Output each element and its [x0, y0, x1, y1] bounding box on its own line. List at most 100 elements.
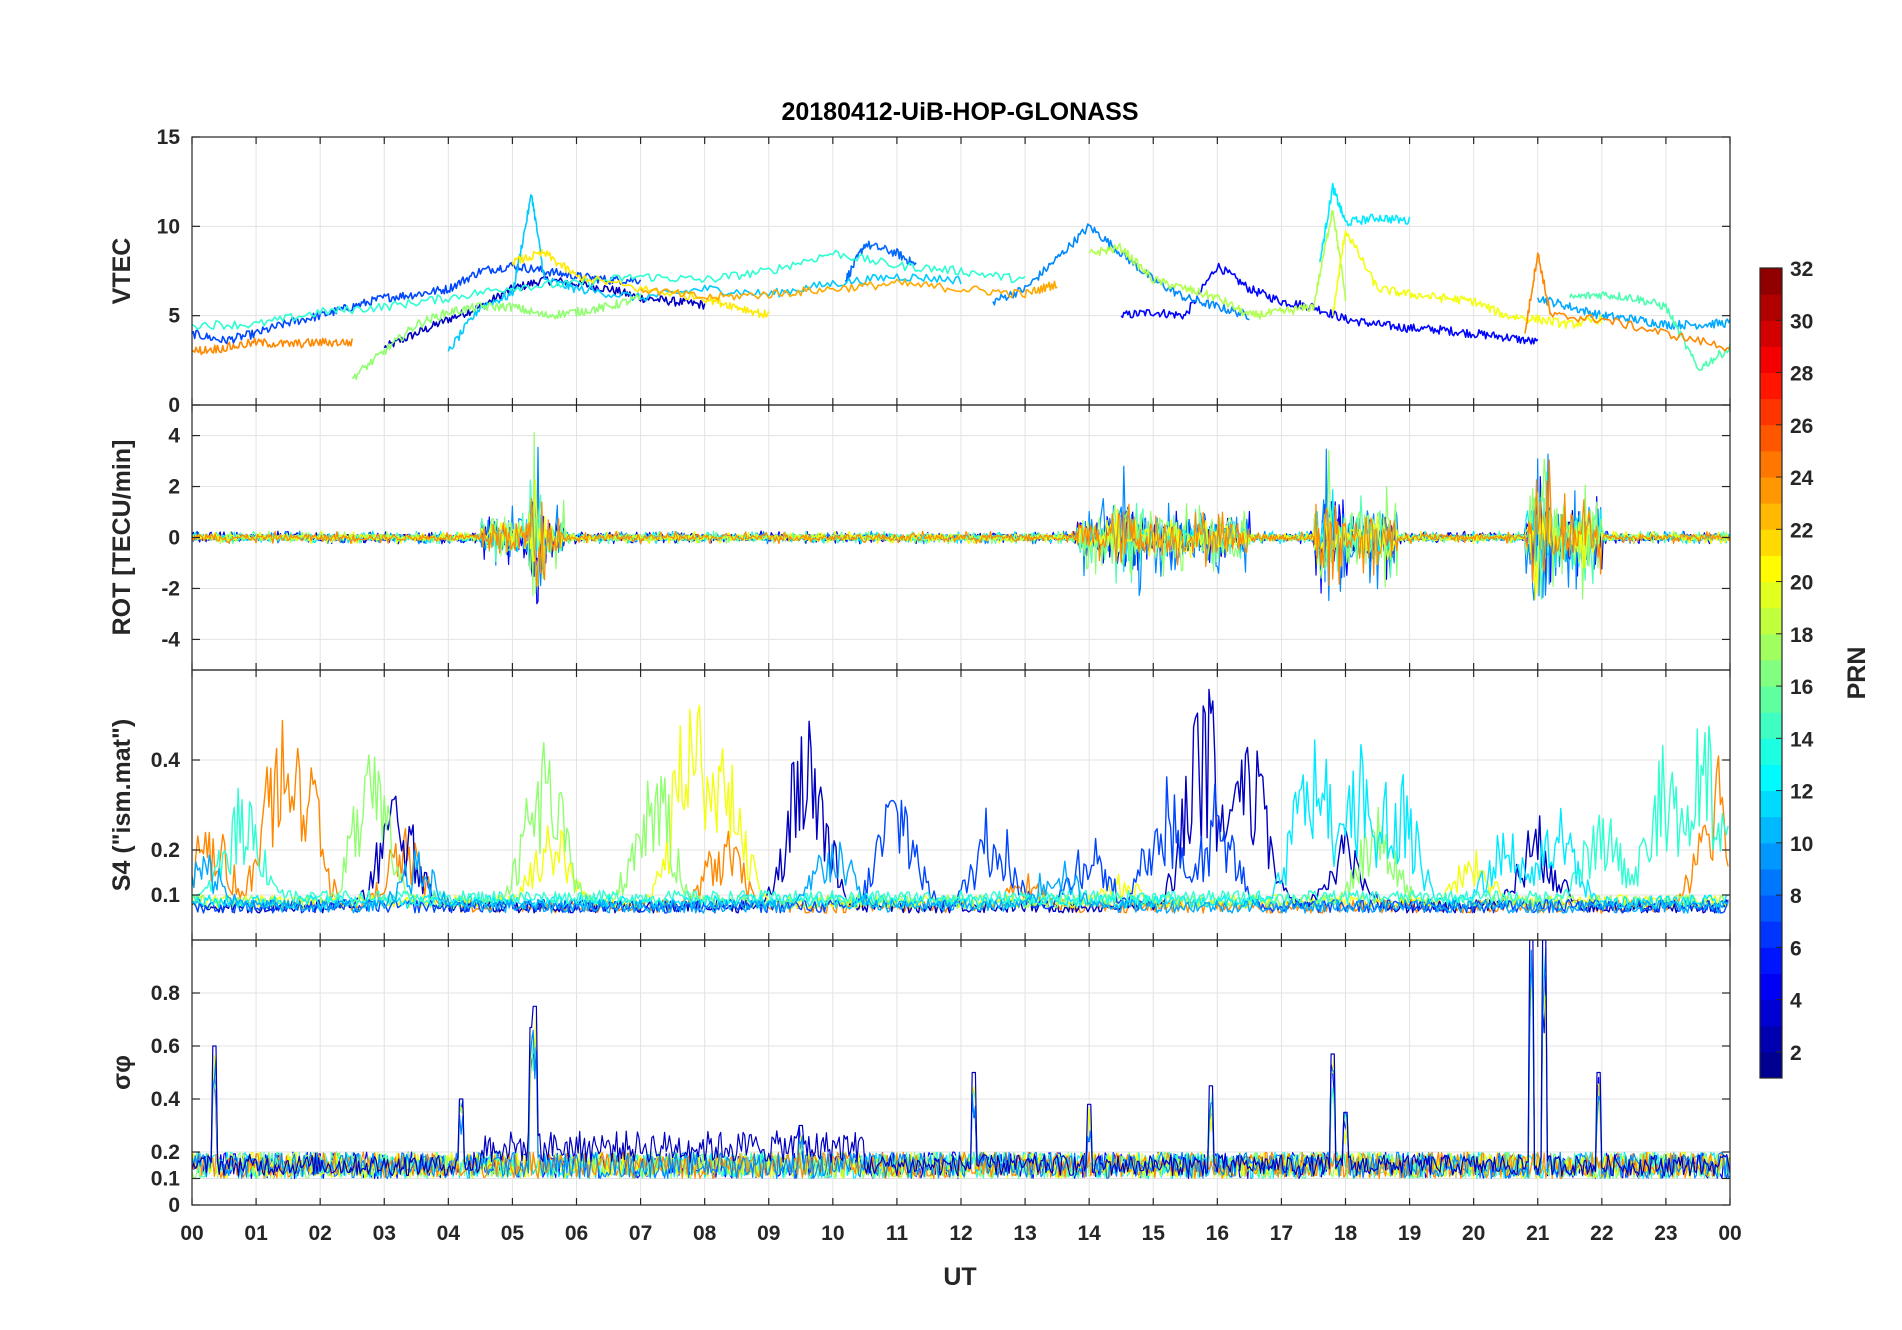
colorbar-tick-label: 32: [1790, 258, 1813, 281]
y-tick-label: 0: [168, 1194, 180, 1217]
sigma-series-prn-20: [192, 985, 1730, 1180]
colorbar-segment: [1760, 294, 1782, 321]
colorbar-segment: [1760, 895, 1782, 922]
x-tick-label: 19: [1398, 1222, 1421, 1245]
colorbar-segment: [1760, 346, 1782, 374]
colorbar-tick-label: 14: [1790, 728, 1814, 751]
y-axis-label-s4: S4 ("ism.mat"): [108, 719, 136, 891]
chart-title: 20180412-UiB-HOP-GLONASS: [781, 98, 1138, 126]
y-tick-label: 0: [168, 394, 180, 417]
vtec-series-prn-15: [1569, 291, 1730, 372]
colorbar-segment: [1760, 555, 1782, 583]
y-tick-label: 0: [168, 527, 180, 550]
y-tick-label: 0.2: [151, 839, 180, 862]
x-tick-label: 22: [1590, 1222, 1613, 1245]
x-tick-label: 07: [629, 1222, 652, 1245]
x-tick-label: 02: [308, 1222, 331, 1245]
s4-series-prn-7: [192, 776, 1729, 914]
colorbar-tick-label: 2: [1790, 1042, 1802, 1065]
x-tick-label: 06: [565, 1222, 588, 1245]
colorbar-segment: [1760, 320, 1782, 347]
x-tick-label: 18: [1334, 1222, 1358, 1245]
y-tick-label: 0.2: [151, 1141, 180, 1164]
colorbar-segment: [1760, 999, 1782, 1027]
colorbar-tick-label: 8: [1790, 885, 1802, 908]
colorbar-label: PRN: [1843, 647, 1871, 700]
plot-area-rot: [192, 432, 1730, 605]
y-axis-label-vtec: VTEC: [108, 238, 136, 305]
colorbar-segment: [1760, 1051, 1782, 1079]
colorbar-segment: [1760, 712, 1782, 739]
colorbar-tick-label: 24: [1790, 467, 1814, 490]
sigma-series-prn-24: [192, 1151, 1730, 1180]
vtec-series-prn-24: [1524, 252, 1730, 352]
s4-series-prn-12: [192, 739, 1729, 910]
colorbar-segment: [1760, 868, 1782, 896]
vtec-series-prn-17: [352, 293, 642, 381]
s4-series-prn-14: [192, 725, 1729, 905]
y-tick-label: 0.6: [151, 1035, 180, 1058]
colorbar-segment: [1760, 477, 1782, 504]
vtec-series-prn-24: [192, 337, 353, 356]
colorbar-segment: [1760, 659, 1782, 687]
colorbar-segment: [1760, 398, 1782, 426]
y-tick-label: 0.1: [151, 884, 181, 907]
x-tick-label: 16: [1206, 1222, 1229, 1245]
x-tick-label: 20: [1462, 1222, 1485, 1245]
x-axis: 00 01 02 03 04 05 06 07 08 09 10 11 12 13 14 15 16 17 18 19…: [180, 1222, 1741, 1245]
colorbar-segment: [1760, 790, 1782, 818]
colorbar-tick-label: 30: [1790, 310, 1813, 333]
y-tick-label: -2: [161, 577, 180, 600]
x-tick-label: 09: [757, 1222, 780, 1245]
colorbar-tick-label: 6: [1790, 937, 1802, 960]
y-tick-label: 0.4: [151, 749, 181, 772]
colorbar-segment: [1760, 268, 1782, 295]
y-tick-label: 4: [168, 425, 180, 448]
colorbar-segment: [1760, 738, 1782, 765]
vtec-series-prn-12: [1319, 182, 1411, 263]
x-tick-label: 04: [437, 1222, 461, 1245]
x-tick-label: 08: [693, 1222, 717, 1245]
rot-series-prn-24: [192, 459, 1730, 587]
y-tick-label: 5: [168, 305, 180, 328]
x-tick-label: 01: [244, 1222, 268, 1245]
colorbar-segment: [1760, 686, 1782, 713]
vtec-series-prn-5: [1120, 262, 1539, 345]
vtec-series-prn-23: [639, 278, 1058, 301]
vtec-series-prn-20: [1331, 230, 1603, 329]
colorbar-tick-label: 4: [1790, 990, 1802, 1013]
vtec-series-prn-18: [1088, 209, 1347, 320]
colorbar-segment: [1760, 607, 1782, 635]
colorbar-segment: [1760, 529, 1782, 556]
x-tick-label: 11: [886, 1222, 909, 1245]
panel-s4: 0.1 0.2 0.4 S4 ("ism.mat"): [108, 669, 1731, 941]
colorbar-tick-label: 26: [1790, 415, 1813, 438]
panel-sigma-phi: 0 0.1 0.2 0.4 0.6 0.8 σφ: [108, 939, 1731, 1217]
colorbar-segment: [1760, 424, 1782, 452]
plot-area-vtec: [192, 182, 1730, 381]
plot-area-s4: [192, 688, 1729, 914]
x-tick-label: 21: [1526, 1222, 1550, 1245]
colorbar-tick-label: 22: [1790, 519, 1813, 542]
x-tick-label: 13: [1013, 1222, 1036, 1245]
colorbar-segment: [1760, 842, 1782, 870]
colorbar-segment: [1760, 764, 1782, 792]
y-tick-label: 15: [157, 126, 181, 149]
y-tick-label: 10: [157, 215, 180, 238]
plot-area-sigma_phi: [192, 940, 1730, 1180]
x-tick-label: 03: [373, 1222, 396, 1245]
colorbar-tick-label: 18: [1790, 624, 1814, 647]
x-axis-label: UT: [943, 1263, 976, 1291]
colorbar-tick-label: 20: [1790, 572, 1813, 595]
x-tick-label: 00: [180, 1222, 203, 1245]
colorbar-tick-label: 16: [1790, 676, 1813, 699]
y-tick-label: 0.1: [151, 1168, 181, 1191]
vtec-series-prn-9: [992, 223, 1250, 321]
y-tick-label: 0.8: [151, 982, 181, 1005]
y-tick-label: 0.4: [151, 1088, 181, 1111]
colorbar-frame: [1759, 267, 1783, 1079]
s4-series-prn-10: [192, 841, 1729, 914]
x-tick-label: 23: [1654, 1222, 1677, 1245]
